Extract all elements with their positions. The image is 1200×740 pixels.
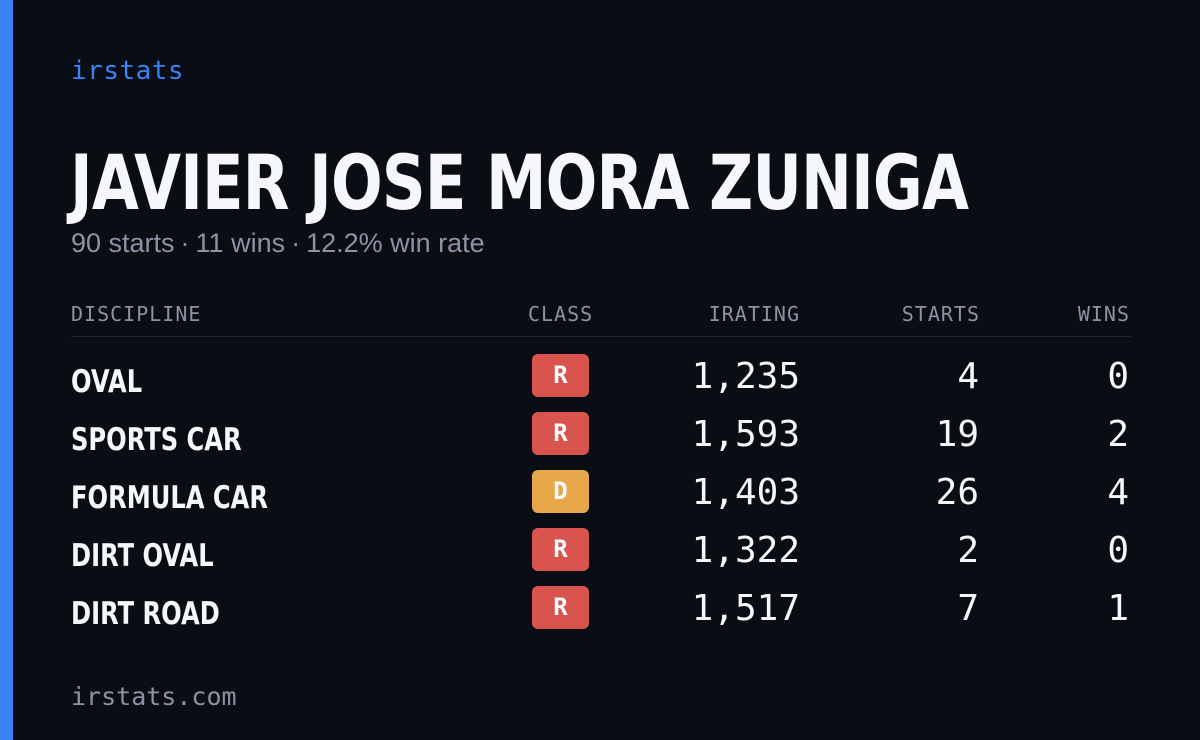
header-irating: IRATING <box>708 302 800 326</box>
accent-bar <box>0 0 13 740</box>
class-badge: R <box>532 586 589 629</box>
discipline-table: DISCIPLINE CLASS IRATING STARTS WINS OVA… <box>71 296 1131 632</box>
table-row: OVAL R 1,235 4 0 <box>71 354 1131 412</box>
wins-value: 0 <box>1107 530 1129 571</box>
irating-value: 1,403 <box>691 472 800 513</box>
table-row: DIRT OVAL R 1,322 2 0 <box>71 528 1131 586</box>
table-row: FORMULA CAR D 1,403 26 4 <box>71 470 1131 528</box>
starts-value: 2 <box>957 530 979 571</box>
summary-separator: · <box>291 228 301 258</box>
footer-url[interactable]: irstats.com <box>71 682 237 711</box>
discipline-label: DIRT ROAD <box>71 596 220 632</box>
class-badge: R <box>532 528 589 571</box>
header-wins: WINS <box>1077 302 1130 326</box>
discipline-label: SPORTS CAR <box>71 422 242 458</box>
wins-value: 2 <box>1107 414 1129 455</box>
table-row: SPORTS CAR R 1,593 19 2 <box>71 412 1131 470</box>
irating-value: 1,517 <box>691 588 800 629</box>
class-badge: D <box>532 470 589 513</box>
irating-value: 1,235 <box>691 356 800 397</box>
brand-logo[interactable]: irstats <box>71 56 185 86</box>
header-class: CLASS <box>528 302 594 326</box>
summary-starts: 90 starts <box>71 228 175 258</box>
driver-name: JAVIER JOSE MORA ZUNIGA <box>70 138 969 227</box>
discipline-label: DIRT OVAL <box>71 538 214 574</box>
class-badge: R <box>532 354 589 397</box>
table-row: DIRT ROAD R 1,517 7 1 <box>71 586 1131 644</box>
header-starts: STARTS <box>901 302 980 326</box>
starts-value: 19 <box>935 414 979 455</box>
summary-wins: 11 wins <box>195 228 286 258</box>
starts-value: 7 <box>957 588 979 629</box>
wins-value: 0 <box>1107 356 1129 397</box>
irating-value: 1,322 <box>691 530 800 571</box>
discipline-label: OVAL <box>71 364 143 400</box>
wins-value: 1 <box>1107 588 1129 629</box>
starts-value: 26 <box>935 472 979 513</box>
wins-value: 4 <box>1107 472 1129 513</box>
class-badge: R <box>532 412 589 455</box>
table-header: DISCIPLINE CLASS IRATING STARTS WINS <box>71 296 1131 337</box>
starts-value: 4 <box>957 356 979 397</box>
summary-separator: · <box>180 228 190 258</box>
irating-value: 1,593 <box>691 414 800 455</box>
summary-winrate: 12.2% win rate <box>306 228 485 258</box>
driver-summary: 90 starts · 11 wins · 12.2% win rate <box>71 228 485 259</box>
discipline-label: FORMULA CAR <box>71 480 269 516</box>
header-discipline: DISCIPLINE <box>71 302 202 326</box>
